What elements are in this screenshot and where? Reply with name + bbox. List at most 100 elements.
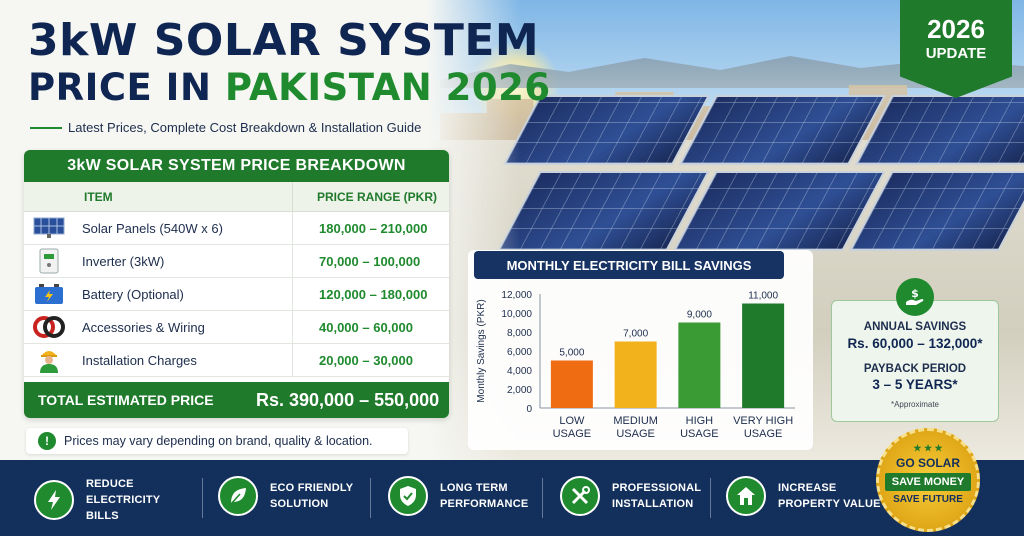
feature-reduce-bills: REDUCE ELECTRICITY BILLS	[34, 476, 196, 524]
lightning-icon	[34, 480, 74, 520]
feature-line-2: INSTALLATION	[612, 498, 694, 510]
annual-savings-label: ANNUAL SAVINGS	[863, 321, 967, 333]
total-value: Rs. 390,000 – 550,000	[256, 389, 440, 410]
row-item: Battery (Optional)	[82, 286, 184, 302]
feature-line-2: ELECTRICITY BILLS	[86, 494, 161, 522]
payback-value: 3 – 5 YEARS*	[872, 377, 958, 392]
exclamation-icon: !	[38, 432, 56, 450]
seal-line-2: SAVE MONEY	[885, 473, 971, 491]
row-item: Solar Panels (540W x 6)	[82, 220, 223, 236]
y-axis-label: Monthly Savings (PKR)	[476, 299, 487, 402]
shield-icon	[388, 476, 428, 516]
update-badge: 2026 UPDATE	[900, 0, 1012, 98]
wiring-icon	[24, 316, 74, 338]
y-tick-label: 10,000	[501, 309, 532, 320]
seal-line-3: SAVE FUTURE	[893, 494, 963, 505]
bar-value-label: 11,000	[748, 291, 778, 302]
feature-line-1: INCREASE	[778, 482, 837, 494]
solar-panel-icon	[24, 217, 74, 239]
table-row: Battery (Optional) 120,000 – 180,000	[24, 278, 449, 311]
title-line-2: PRICE IN PAKISTAN 2026	[28, 66, 551, 110]
table-row: Installation Charges 20,000 – 30,000	[24, 344, 449, 377]
svg-text:$: $	[911, 287, 919, 300]
table-row: Inverter (3kW) 70,000 – 100,000	[24, 245, 449, 278]
row-item: Inverter (3kW)	[82, 253, 165, 269]
y-tick-label: 6,000	[507, 347, 532, 358]
feature-line-2: PERFORMANCE	[440, 498, 529, 510]
annual-savings-value: Rs. 60,000 – 132,000*	[847, 336, 983, 351]
x-tick-label: LOW	[559, 415, 585, 427]
x-tick-label: VERY HIGH	[733, 415, 793, 427]
row-price: 70,000 – 100,000	[292, 245, 449, 277]
leaf-icon	[218, 476, 258, 516]
approximate-footnote: *Approximate	[890, 400, 940, 409]
bar-value-label: 5,000	[559, 348, 584, 359]
row-price: 180,000 – 210,000	[292, 212, 449, 244]
price-breakdown-table: 3kW SOLAR SYSTEM PRICE BREAKDOWN ITEM PR…	[24, 150, 449, 418]
row-item: Installation Charges	[82, 352, 197, 368]
feature-line-2: SOLUTION	[270, 498, 329, 510]
y-tick-label: 0	[526, 404, 532, 415]
inverter-icon	[24, 248, 74, 274]
bar	[614, 341, 657, 408]
tools-icon	[560, 476, 600, 516]
bar	[550, 360, 593, 408]
go-solar-seal: ★ ★ ★ GO SOLAR SAVE MONEY SAVE FUTURE	[876, 428, 980, 532]
feature-line-1: PROFESSIONAL	[612, 482, 702, 494]
total-label: TOTAL ESTIMATED PRICE	[38, 392, 214, 408]
house-icon	[726, 476, 766, 516]
table-heading: 3kW SOLAR SYSTEM PRICE BREAKDOWN	[24, 150, 449, 182]
y-tick-label: 4,000	[507, 366, 532, 377]
chart-title: MONTHLY ELECTRICITY BILL SAVINGS	[474, 251, 784, 279]
total-row: TOTAL ESTIMATED PRICE Rs. 390,000 – 550,…	[24, 382, 449, 418]
title-line-2-prefix: PRICE IN	[28, 66, 225, 109]
column-header-item: ITEM	[84, 189, 113, 204]
title-line-2-highlight: PAKISTAN 2026	[224, 66, 551, 109]
divider	[370, 478, 371, 518]
x-tick-label: USAGE	[553, 428, 592, 440]
table-row: Solar Panels (540W x 6) 180,000 – 210,00…	[24, 212, 449, 245]
x-tick-label: USAGE	[616, 428, 655, 440]
savings-bar-chart: 0 2,000 4,000 6,000 8,000 10,000 12,000 Monthly…	[476, 290, 795, 440]
subtitle: Latest Prices, Complete Cost Breakdown &…	[30, 120, 421, 135]
y-tick-label: 8,000	[507, 328, 532, 339]
row-price: 120,000 – 180,000	[292, 278, 449, 310]
feature-long-term: LONG TERM PERFORMANCE	[388, 476, 550, 516]
bar	[742, 303, 785, 408]
feature-line-1: LONG TERM	[440, 482, 508, 494]
row-price: 40,000 – 60,000	[292, 311, 449, 343]
feature-property-value: INCREASE PROPERTY VALUE	[726, 476, 888, 516]
divider	[710, 478, 711, 518]
row-price: 20,000 – 30,000	[292, 344, 449, 376]
x-tick-label: MEDIUM	[613, 415, 658, 427]
bar	[678, 322, 721, 408]
feature-eco-friendly: ECO FRIENDLY SOLUTION	[218, 476, 380, 516]
y-tick-label: 12,000	[501, 290, 532, 301]
x-tick-label: HIGH	[686, 415, 714, 427]
price-note: ! Prices may vary depending on brand, qu…	[26, 428, 408, 454]
badge-label: UPDATE	[925, 45, 987, 62]
y-tick-label: 2,000	[507, 385, 532, 396]
note-text: Prices may vary depending on brand, qual…	[64, 434, 373, 448]
installer-icon	[24, 347, 74, 373]
payback-label: PAYBACK PERIOD	[863, 363, 967, 375]
x-tick-label: USAGE	[680, 428, 719, 440]
money-hand-icon: $	[896, 278, 934, 316]
feature-line-1: REDUCE	[86, 478, 134, 490]
row-item: Accessories & Wiring	[82, 319, 205, 335]
feature-line-1: ECO FRIENDLY	[270, 482, 354, 494]
feature-professional: PROFESSIONAL INSTALLATION	[560, 476, 722, 516]
bar-value-label: 9,000	[687, 310, 712, 321]
stars-icon: ★ ★ ★	[913, 443, 943, 453]
subtitle-dash	[30, 126, 62, 129]
feature-line-2: PROPERTY VALUE	[778, 498, 881, 510]
seal-line-1: GO SOLAR	[895, 456, 960, 470]
table-column-headers: ITEM PRICE RANGE (PKR)	[24, 182, 449, 212]
title-line-1: 3kW SOLAR SYSTEM	[28, 15, 540, 66]
subtitle-text: Latest Prices, Complete Cost Breakdown &…	[68, 120, 422, 135]
divider	[542, 478, 543, 518]
page-title: 3kW SOLAR SYSTEM PRICE IN PAKISTAN 2026	[28, 16, 551, 110]
battery-icon	[24, 283, 74, 305]
features-bar	[0, 460, 1024, 536]
x-tick-label: USAGE	[744, 428, 783, 440]
